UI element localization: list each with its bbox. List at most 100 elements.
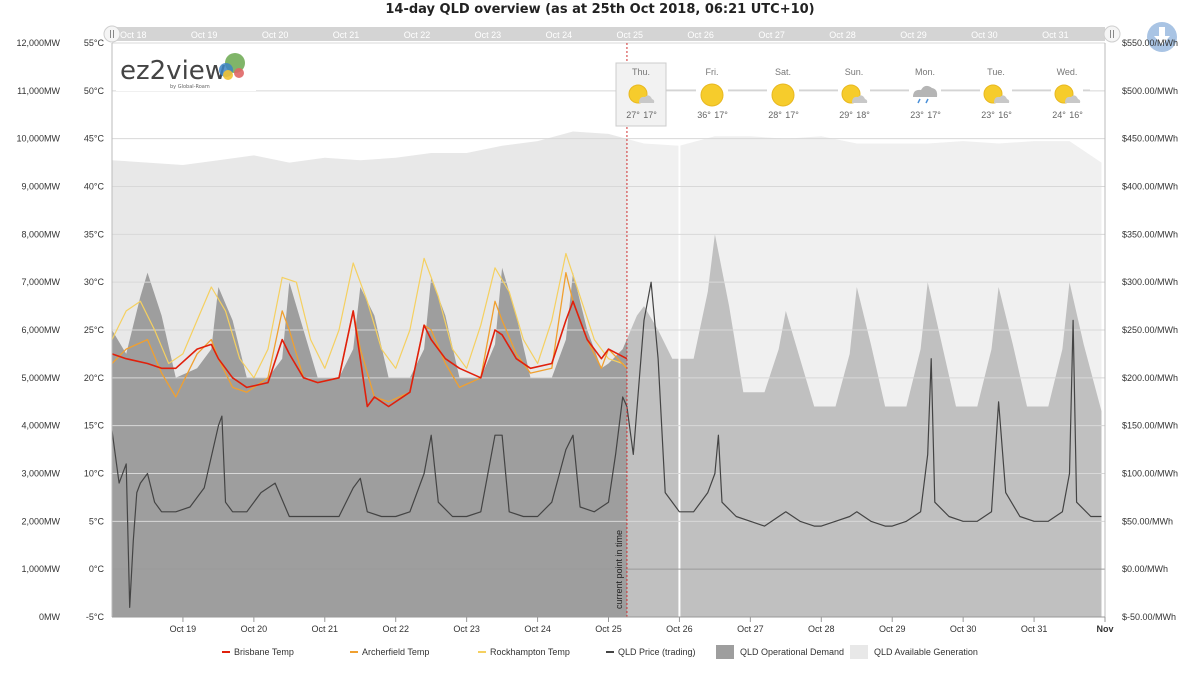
weather-low: 16° [998,110,1012,120]
legend-swatch [716,645,734,659]
temp-axis-tick: 30°C [84,277,105,287]
legend-label: QLD Price (trading) [618,647,696,657]
temp-axis-tick: 55°C [84,38,105,48]
download-icon[interactable] [1147,22,1177,52]
weather-high: 23° [910,110,924,120]
navigator-label: Oct 23 [475,30,502,40]
navigator-track[interactable] [112,27,1105,41]
weather-high: 24° [1052,110,1066,120]
weather-day-6: Wed. 24° 16° [1051,67,1083,120]
price-axis-tick: $-50.00/MWh [1122,612,1176,622]
temp-axis-tick: 15°C [84,421,105,431]
navigator-label: Oct 24 [546,30,573,40]
navigator-left-handle[interactable] [103,25,121,43]
mw-axis-tick: 9,000MW [21,182,60,192]
weather-high: 29° [839,110,853,120]
weather-day-3: Sun. 29° 18° [838,67,870,120]
x-axis-tick: Oct 22 [382,624,409,634]
weather-high: 27° [626,110,640,120]
navigator-bar[interactable]: Oct 18 Oct 19 Oct 20 Oct 21 Oct 22 Oct 23 Oct … [103,22,1177,52]
logo-subtext: by Global-Roam [170,84,210,90]
weather-high: 23° [981,110,995,120]
weather-day-label: Thu. [632,67,650,77]
x-axis-tick: Oct 30 [950,624,977,634]
weather-day-label: Tue. [987,67,1005,77]
x-axis-tick: Oct 31 [1021,624,1048,634]
navigator-label: Oct 20 [262,30,289,40]
navigator-label: Oct 22 [404,30,431,40]
price-axis-tick: $150.00/MWh [1122,421,1178,431]
x-axis-tick: Nov [1096,624,1113,634]
price-axis-tick: $100.00/MWh [1122,469,1178,479]
logo-text: ez2view [120,56,226,86]
legend-label: Archerfield Temp [362,647,429,657]
current-time-label: current point in time [614,530,624,609]
legend-label: Rockhampton Temp [490,647,570,657]
weather-day-label: Fri. [706,67,719,77]
navigator-right-handle[interactable] [1103,25,1121,43]
navigator-label: Oct 18 [120,30,147,40]
legend-label: Brisbane Temp [234,647,294,657]
mw-axis-tick: 0MW [39,612,61,622]
sun-cloud-icon [1054,84,1081,104]
mw-axis-tick: 10,000MW [16,134,60,144]
x-axis-tick: Oct 26 [666,624,693,634]
x-axis-tick: Oct 25 [595,624,622,634]
mw-axis-tick: 7,000MW [21,277,60,287]
temp-axis-tick: 50°C [84,86,105,96]
x-axis-tick: Oct 29 [879,624,906,634]
navigator-label: Oct 27 [758,30,785,40]
price-axis-tick: $300.00/MWh [1122,277,1178,287]
mw-axis-tick: 6,000MW [21,325,60,335]
weather-day-2: Sat. 28° 17° [767,67,799,120]
weather-low: 17° [714,110,728,120]
legend-label: QLD Available Generation [874,647,978,657]
weather-low: 17° [785,110,799,120]
weather-day-4: Mon. 23° 17° [909,67,941,120]
price-axis-tick: $450.00/MWh [1122,134,1178,144]
price-axis-tick: $50.00/MWh [1122,516,1173,526]
x-axis-tick: Oct 20 [241,624,268,634]
temp-axis-tick: 5°C [89,516,105,526]
legend-item-available[interactable]: QLD Available Generation [850,645,978,659]
mw-axis-tick: 1,000MW [21,564,60,574]
weather-day-1: Fri. 36° 17° [696,67,728,120]
temp-axis-tick: 0°C [89,564,105,574]
weather-high: 36° [697,110,711,120]
mw-axis-tick: 2,000MW [21,516,60,526]
x-axis-tick: Oct 27 [737,624,764,634]
temp-axis-tick: 40°C [84,182,105,192]
price-axis-tick: $500.00/MWh [1122,86,1178,96]
weather-day-label: Sat. [775,67,791,77]
legend-item-rockhampton[interactable]: Rockhampton Temp [478,647,570,657]
sun-cloud-icon [983,84,1010,104]
legend-item-archerfield[interactable]: Archerfield Temp [350,647,429,657]
brisbane-temp-line [112,300,628,408]
legend-item-price[interactable]: QLD Price (trading) [606,647,696,657]
weather-day-0: Thu. 27° 17° [615,62,667,127]
weather-day-label: Sun. [845,67,864,77]
weather-day-label: Wed. [1057,67,1078,77]
legend-item-brisbane[interactable]: Brisbane Temp [222,647,294,657]
mw-axis-tick: 8,000MW [21,229,60,239]
price-axis-tick: $0.00/MWh [1122,564,1168,574]
sun-cloud-icon [841,84,868,104]
legend-label: QLD Operational Demand [740,647,844,657]
weather-low: 17° [927,110,941,120]
navigator-label: Oct 31 [1042,30,1069,40]
sun-cloud-icon [628,84,655,104]
x-axis-tick: Oct 24 [524,624,551,634]
navigator-label: Oct 29 [900,30,927,40]
rockhampton-temp-line [112,252,628,379]
price-axis-tick: $200.00/MWh [1122,373,1178,383]
navigator-label: Oct 28 [829,30,856,40]
x-axis-tick: Oct 19 [170,624,197,634]
navigator-label: Oct 26 [687,30,714,40]
legend-item-demand[interactable]: QLD Operational Demand [716,645,844,659]
weather-high: 28° [768,110,782,120]
x-axis-tick: Oct 28 [808,624,835,634]
navigator-label: Oct 25 [617,30,644,40]
price-axis-tick: $400.00/MWh [1122,182,1178,192]
